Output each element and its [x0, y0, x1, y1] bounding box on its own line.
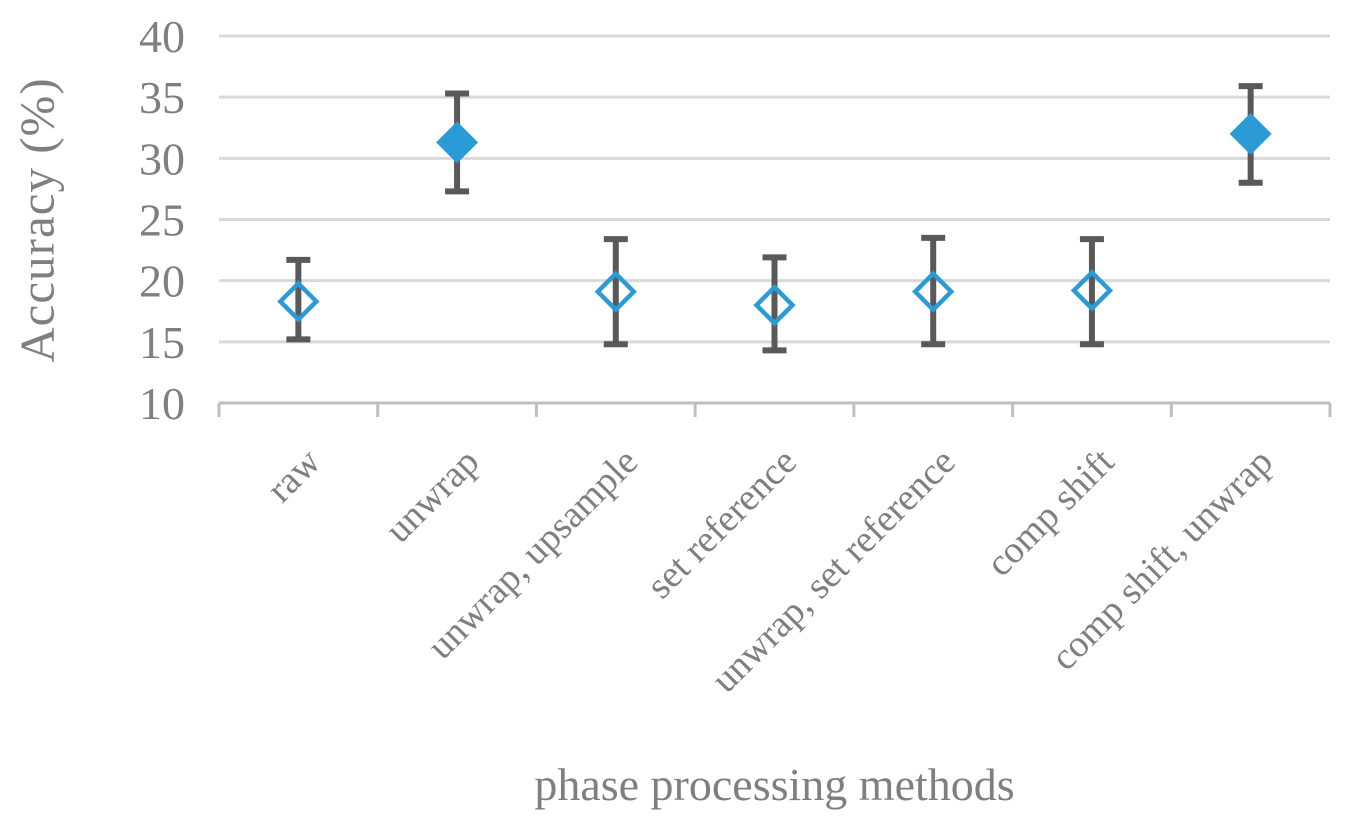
data-point-diamond-filled	[436, 121, 479, 164]
x-category-label: set reference	[639, 441, 805, 607]
x-axis-title: phase processing methods	[534, 759, 1015, 810]
y-axis-title: Accuracy (%)	[9, 77, 65, 363]
data-point-diamond-open	[1070, 269, 1114, 312]
y-tick-label: 40	[139, 11, 185, 62]
data-point-diamond-open	[277, 280, 320, 323]
y-tick-label: 15	[139, 317, 185, 368]
x-category-label: unwrap	[377, 441, 487, 551]
y-tick-label: 20	[139, 256, 185, 307]
data-point-diamond-filled	[1229, 112, 1272, 155]
y-tick-label: 35	[139, 72, 185, 123]
data-point-diamond-open	[912, 270, 955, 313]
y-tick-label: 25	[139, 195, 185, 246]
y-tick-label: 10	[139, 378, 185, 429]
data-point-diamond-open	[753, 283, 796, 327]
x-category-label: raw	[259, 440, 329, 510]
data-point-diamond-open	[594, 270, 637, 313]
y-tick-label: 30	[139, 133, 185, 184]
x-category-label: comp shift	[978, 440, 1122, 584]
